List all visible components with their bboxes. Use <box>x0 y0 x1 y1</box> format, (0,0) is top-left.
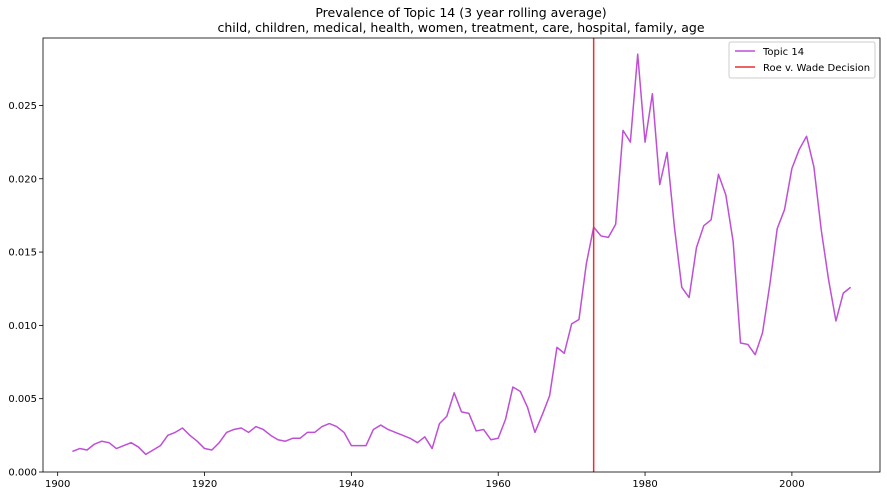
x-tick-label: 2000 <box>779 479 804 490</box>
chart-subtitle: child, children, medical, health, women,… <box>217 20 704 35</box>
plot-area <box>72 38 852 472</box>
y-tick-label: 0.015 <box>8 248 37 259</box>
x-tick-label: 1980 <box>632 479 657 490</box>
series-line-topic-14 <box>72 53 852 456</box>
x-tick-label: 1920 <box>192 479 217 490</box>
legend-label-roe-v-wade: Roe v. Wade Decision <box>763 63 870 74</box>
chart-title: Prevalence of Topic 14 (3 year rolling a… <box>315 5 606 20</box>
legend-label-topic-14: Topic 14 <box>762 47 804 58</box>
y-tick-label: 0.005 <box>8 394 37 405</box>
y-tick-label: 0.025 <box>8 101 37 112</box>
axes: 1900 1920 1940 1960 1980 2000 0.000 0.005 0.010 0… <box>8 37 881 490</box>
x-tick-label: 1940 <box>339 479 364 490</box>
legend: Topic 14 Roe v. Wade Decision <box>728 41 876 79</box>
y-tick-label: 0.010 <box>8 321 37 332</box>
y-tick-label: 0.020 <box>8 174 37 185</box>
x-tick-label: 1900 <box>45 479 70 490</box>
legend-frame <box>728 41 876 79</box>
y-tick-label: 0.000 <box>8 468 37 479</box>
axes-frame <box>42 37 881 473</box>
x-tick-label: 1960 <box>485 479 510 490</box>
